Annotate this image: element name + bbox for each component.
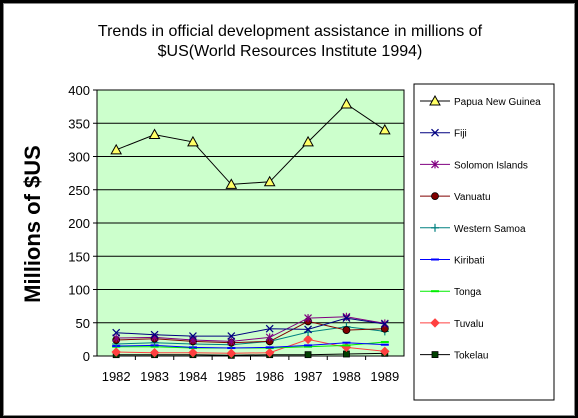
y-tick-label: 400 xyxy=(68,83,90,98)
y-tick-label: 0 xyxy=(83,349,90,364)
legend-label: Kiribati xyxy=(454,256,485,267)
marker-stroke xyxy=(227,332,236,340)
series-papua-new-guinea xyxy=(110,97,391,189)
series-line-papua-new-guinea xyxy=(116,103,386,185)
chart-frame: Trends in official development assistanc… xyxy=(3,3,575,416)
legend-item-solomon-islands: Solomon Islands xyxy=(420,160,528,171)
chart: Trends in official development assistanc… xyxy=(20,23,555,401)
data-point-fiji xyxy=(304,325,312,334)
legend-item-tokelau: Tokelau xyxy=(420,351,488,362)
marker-stroke xyxy=(150,330,159,339)
data-point-fiji xyxy=(227,332,236,340)
y-tick-label: 350 xyxy=(68,116,90,131)
data-point-papua-new-guinea xyxy=(340,97,353,109)
marker-stroke xyxy=(342,314,351,323)
series-line-tokelau xyxy=(116,352,385,356)
x-tick-label: 1983 xyxy=(140,369,169,384)
marker-stroke xyxy=(380,320,389,329)
data-point-fiji xyxy=(189,332,197,340)
data-point-fiji xyxy=(342,314,351,323)
data-point-papua-new-guinea xyxy=(148,128,161,140)
series-line-solomon-islands xyxy=(116,316,385,342)
data-point-tokelau xyxy=(304,351,312,359)
legend-item-vanuatu: Vanuatu xyxy=(420,192,491,203)
series-line-fiji xyxy=(116,317,385,337)
y-tick-label: 200 xyxy=(68,216,90,231)
y-tick-label: 300 xyxy=(68,150,90,165)
legend-marker xyxy=(431,160,439,169)
y-tick-label: 50 xyxy=(76,316,90,331)
legend-item-tonga: Tonga xyxy=(420,287,482,298)
data-point-tuvalu xyxy=(226,348,237,359)
legend-marker xyxy=(429,94,441,106)
legend-item-tuvalu: Tuvalu xyxy=(420,318,484,330)
x-tick-label: 1987 xyxy=(294,369,323,384)
legend-marker xyxy=(431,351,439,359)
data-point-solomon-islands xyxy=(304,314,312,323)
series-fiji xyxy=(112,314,389,340)
legend-label: Fiji xyxy=(454,129,467,140)
x-tick-label: 1982 xyxy=(102,369,131,384)
marker-stroke xyxy=(304,325,312,334)
series-line-vanuatu xyxy=(116,320,385,344)
data-point-tuvalu xyxy=(303,334,313,345)
x-tick-label: 1988 xyxy=(332,369,361,384)
legend-label: Tokelau xyxy=(454,351,488,362)
legend-item-western-samoa: Western Samoa xyxy=(420,223,526,235)
legend-item-fiji: Fiji xyxy=(420,129,467,140)
legend-label: Vanuatu xyxy=(454,192,491,203)
y-tick-label: 100 xyxy=(68,283,90,298)
legend-label: Western Samoa xyxy=(454,224,526,235)
chart-title-line-1: Trends in official development assistanc… xyxy=(98,23,483,40)
marker-stroke xyxy=(189,332,197,340)
legend-marker xyxy=(431,192,439,201)
series-lines xyxy=(110,97,391,359)
data-point-fiji xyxy=(150,330,159,339)
data-point-papua-new-guinea xyxy=(187,135,199,147)
chart-title-line-2: $US(World Resources Institute 1994) xyxy=(158,43,423,60)
series-tuvalu xyxy=(111,334,390,359)
legend-marker xyxy=(430,318,440,328)
data-point-fiji xyxy=(112,328,121,337)
legend-label: Solomon Islands xyxy=(454,160,528,171)
legend-item-papua-new-guinea: Papua New Guinea xyxy=(420,94,541,108)
x-tick-label: 1989 xyxy=(370,369,399,384)
x-tick-label: 1986 xyxy=(255,369,284,384)
data-point-tuvalu xyxy=(264,347,275,358)
legend-marker xyxy=(431,223,439,232)
legend-label: Tuvalu xyxy=(454,319,484,330)
marker-stroke xyxy=(265,324,274,333)
data-point-tuvalu xyxy=(380,346,390,357)
series-line-kiribati xyxy=(116,342,385,349)
data-point-vanuatu xyxy=(342,326,351,334)
legend-item-kiribati: Kiribati xyxy=(420,256,485,267)
data-point-tuvalu xyxy=(149,347,160,358)
data-point-papua-new-guinea xyxy=(263,175,276,187)
legend-box xyxy=(413,83,555,401)
data-point-solomon-islands xyxy=(265,333,274,342)
legend-marker xyxy=(431,128,439,137)
data-point-papua-new-guinea xyxy=(378,123,391,135)
gridlines xyxy=(93,89,404,360)
y-tick-label: 150 xyxy=(68,249,90,264)
data-point-papua-new-guinea xyxy=(225,178,238,189)
data-point-papua-new-guinea xyxy=(302,135,314,147)
y-tick-labels: 0 50 100 150 200 250 300 350 400 xyxy=(68,83,90,364)
data-point-tuvalu xyxy=(188,347,198,358)
legend: Papua New Guinea Fiji Solomon Islands Vanua… xyxy=(420,94,541,362)
series-line-western-samoa xyxy=(116,326,385,346)
data-point-papua-new-guinea xyxy=(110,143,123,155)
marker-stroke xyxy=(431,128,439,137)
legend-label: Papua New Guinea xyxy=(454,97,541,108)
marker-stroke xyxy=(112,328,121,337)
y-axis-label: Millions of $US xyxy=(20,145,45,303)
data-point-fiji xyxy=(380,320,389,329)
x-tick-labels: 1982 1983 1984 1985 1986 1987 1988 1989 xyxy=(102,369,400,384)
data-point-fiji xyxy=(265,324,274,333)
x-tick-label: 1984 xyxy=(178,369,207,384)
x-tick-label: 1985 xyxy=(217,369,246,384)
legend-label: Tonga xyxy=(454,287,482,298)
y-tick-label: 250 xyxy=(68,183,90,198)
data-point-tuvalu xyxy=(111,347,121,357)
